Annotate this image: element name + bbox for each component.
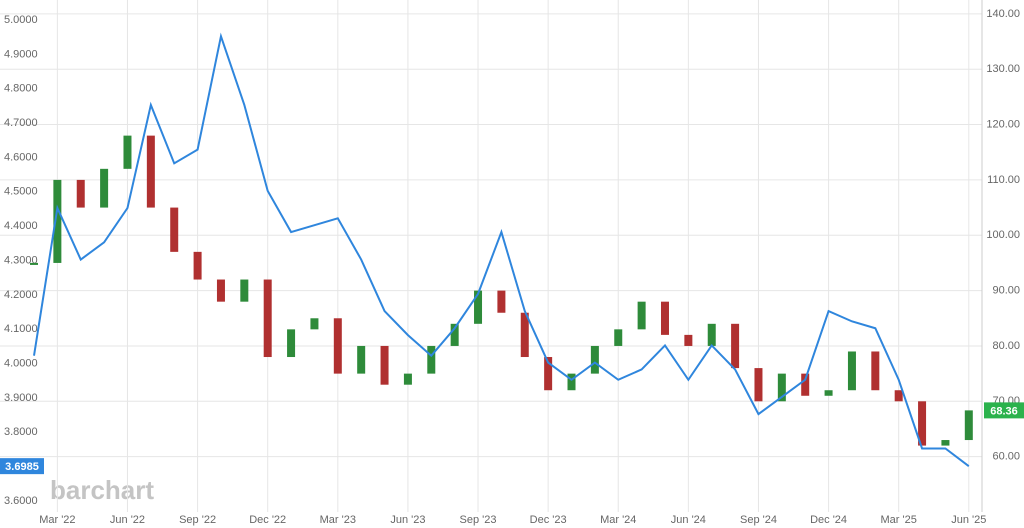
badge-bg: [984, 402, 1024, 419]
candle: [777, 373, 786, 402]
y-tick-label: 4.6000: [4, 151, 38, 163]
candle: [964, 410, 973, 441]
y-tick-label: 4.2000: [4, 289, 38, 301]
candle: [100, 168, 109, 208]
line: [33, 32, 970, 467]
candle: [707, 323, 716, 346]
candle: [170, 207, 179, 252]
candle: [240, 279, 249, 302]
x-tick-label: Mar '23: [320, 514, 356, 526]
candle: [380, 345, 389, 385]
candle: [263, 279, 272, 358]
candle: [520, 312, 529, 358]
candle: [30, 262, 38, 265]
x-tick-label: Dec '24: [810, 514, 847, 526]
y-tick-label: 4.0000: [4, 357, 38, 369]
candle: [894, 390, 903, 402]
candle: [357, 345, 366, 374]
candle: [824, 390, 833, 396]
y2-tick-label: 90.00: [992, 285, 1020, 297]
last-value-badge: 3.6985: [0, 458, 44, 475]
y-tick-label: 4.8000: [4, 83, 38, 95]
candle: [123, 135, 132, 169]
candle: [731, 323, 740, 369]
x-tick-label: Jun '24: [671, 514, 706, 526]
y-tick-label: 4.3000: [4, 254, 38, 266]
y2-tick-label: 120.00: [986, 118, 1020, 130]
y-tick-label: 4.7000: [4, 117, 38, 129]
badge-bg: [0, 458, 44, 475]
x-tick-label: Sep '23: [460, 514, 497, 526]
y-tick-label: 3.6000: [4, 495, 38, 507]
y-tick-label: 4.9000: [4, 48, 38, 60]
candle: [871, 351, 880, 391]
candle: [660, 301, 669, 335]
y2-tick-label: 130.00: [986, 63, 1020, 75]
candle: [801, 373, 810, 396]
y2-tick-label: 80.00: [992, 340, 1020, 352]
y-tick-label: 5.0000: [4, 14, 38, 26]
candle: [333, 318, 342, 374]
candle: [567, 373, 576, 391]
y-tick-label: 3.9000: [4, 392, 38, 404]
candle: [590, 345, 599, 374]
candle: [614, 329, 623, 346]
y2-tick-label: 60.00: [992, 451, 1020, 463]
x-tick-label: Dec '23: [530, 514, 567, 526]
x-tick-label: Jun '25: [951, 514, 986, 526]
candle: [146, 135, 155, 208]
candle: [754, 368, 763, 402]
watermark: barchart: [50, 475, 154, 505]
x-tick-label: Jun '22: [110, 514, 145, 526]
y2-tick-label: 100.00: [986, 229, 1020, 241]
badge-label: 3.6985: [5, 461, 39, 473]
x-tick-label: Jun '23: [390, 514, 425, 526]
candle: [193, 251, 202, 280]
x-tick-label: Mar '24: [600, 514, 636, 526]
candle: [287, 329, 296, 358]
last-value-badge: 68.36: [984, 402, 1024, 419]
candle: [918, 401, 927, 446]
y-tick-label: 4.4000: [4, 220, 38, 232]
x-tick-label: Dec '22: [249, 514, 286, 526]
candle: [216, 279, 225, 302]
x-tick-label: Sep '24: [740, 514, 777, 526]
candle: [76, 179, 85, 208]
candle: [427, 345, 436, 374]
candle: [450, 323, 459, 346]
x-tick-label: Mar '25: [881, 514, 917, 526]
candle: [637, 301, 646, 330]
y2-tick-label: 110.00: [987, 174, 1020, 186]
candle: [403, 373, 412, 385]
candle: [941, 440, 950, 446]
x-tick-label: Sep '22: [179, 514, 216, 526]
y-tick-label: 4.5000: [4, 186, 38, 198]
y-tick-label: 3.8000: [4, 426, 38, 438]
candle: [684, 334, 693, 346]
badge-label: 68.36: [990, 405, 1018, 417]
candle: [497, 290, 506, 313]
candle: [310, 318, 319, 330]
candle: [544, 357, 553, 391]
y2-tick-label: 140.00: [986, 8, 1020, 20]
candle: [53, 179, 62, 263]
candle: [474, 290, 483, 324]
x-tick-label: Mar '22: [39, 514, 75, 526]
y-tick-label: 4.1000: [4, 323, 38, 335]
candle: [847, 351, 856, 391]
